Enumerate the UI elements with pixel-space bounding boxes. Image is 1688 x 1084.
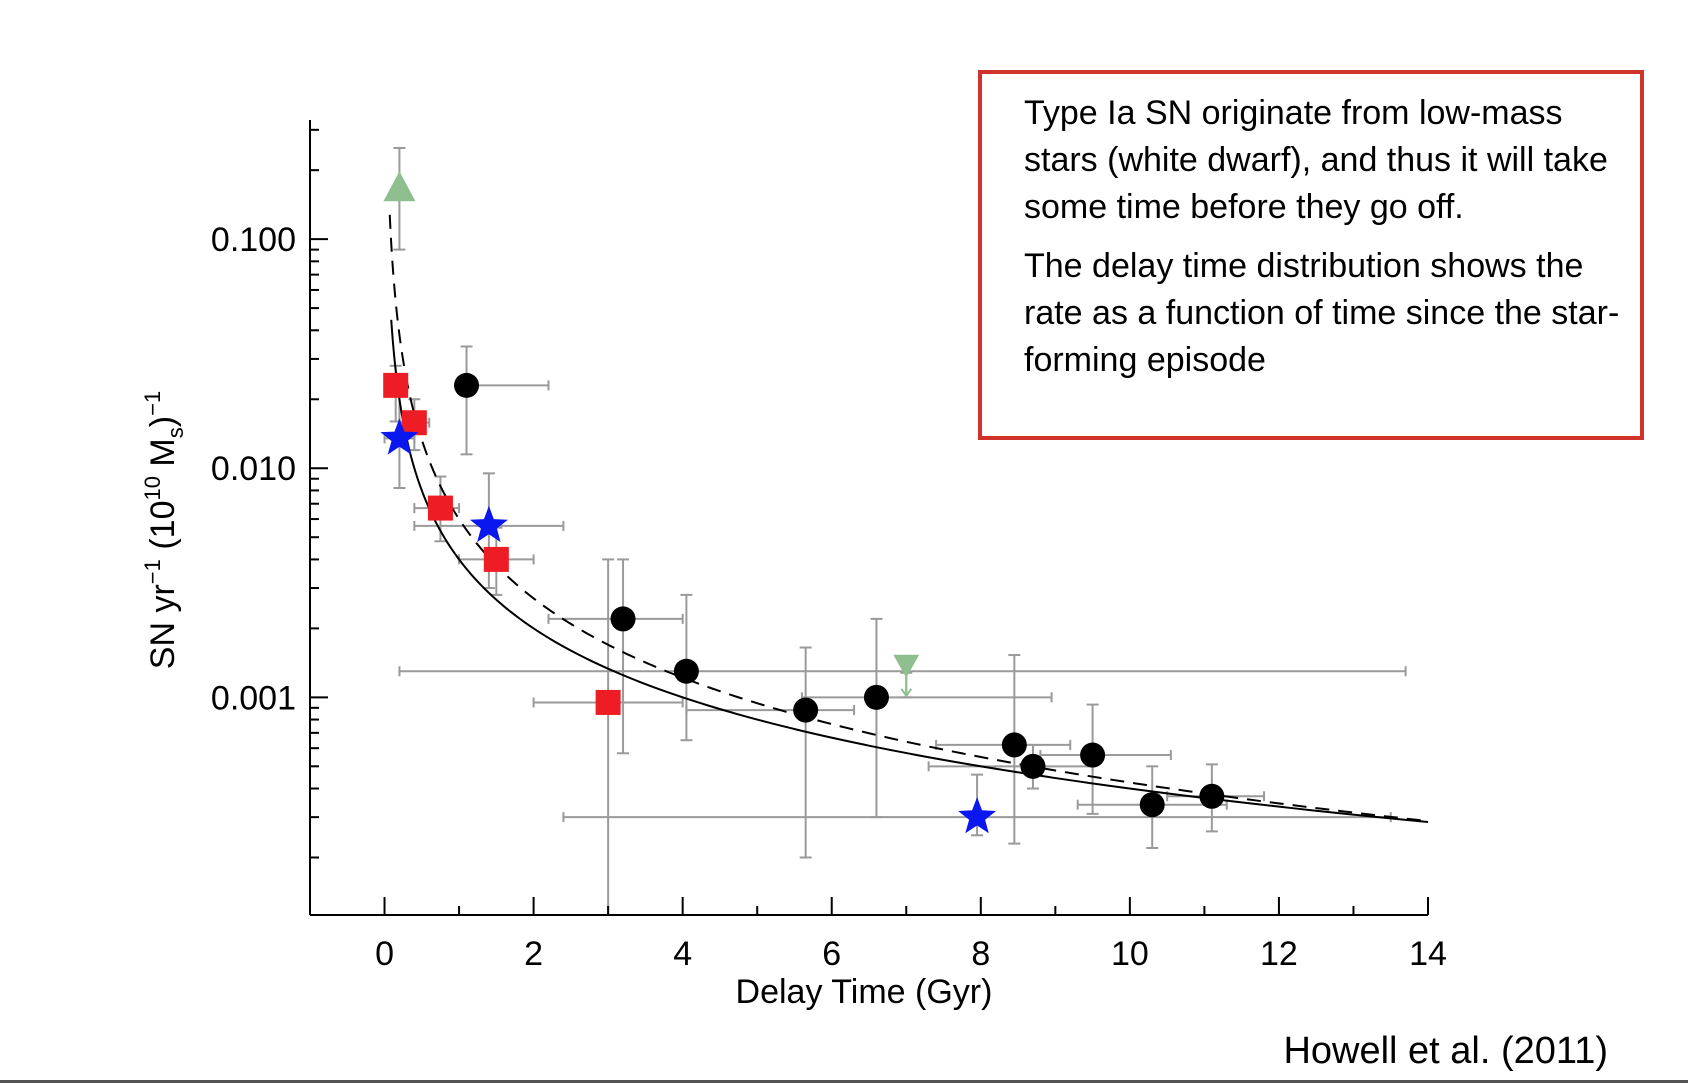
annotation-paragraph-1: Type Ia SN originate from low-mass stars… xyxy=(1024,94,1608,226)
x-tick-label: 10 xyxy=(1111,935,1149,973)
y-axis-title: SN yr−1 (1010 Ms)−1 xyxy=(140,391,188,669)
data-point-star xyxy=(380,418,419,455)
y-tick-label: 0.001 xyxy=(211,679,296,717)
data-point-square xyxy=(483,546,509,572)
x-tick-label: 0 xyxy=(375,935,394,973)
plot-frame xyxy=(309,120,1428,916)
model-curve-dashed xyxy=(388,214,1429,823)
annotation-box: Type Ia SN originate from low-mass stars… xyxy=(978,70,1644,440)
data-point-circle xyxy=(1001,732,1027,758)
x-tick-label: 12 xyxy=(1260,935,1298,973)
data-markers xyxy=(380,171,1225,834)
data-point-circle xyxy=(863,684,889,710)
data-point-square xyxy=(427,495,453,521)
data-point-circle xyxy=(610,606,636,632)
data-point-circle xyxy=(793,697,819,723)
data-point-circle xyxy=(1080,742,1106,768)
data-point-circle xyxy=(454,372,480,398)
x-tick-label: 4 xyxy=(673,935,692,973)
annotation-paragraph-2: The delay time distribution shows the ra… xyxy=(1024,247,1620,379)
data-point-circle xyxy=(1139,792,1165,818)
x-axis-title: Delay Time (Gyr) xyxy=(736,973,993,1011)
model-curve-solid xyxy=(390,319,1429,823)
model-curves xyxy=(388,214,1429,823)
axis-ticks: 0 2 4 6 8 10 12 14 0.001 0.010 0.100 xyxy=(211,128,1447,973)
x-tick-label: 2 xyxy=(524,935,543,973)
y-tick-label: 0.100 xyxy=(211,221,296,259)
citation: Howell et al. (2011) xyxy=(1283,1030,1608,1072)
data-point-circle xyxy=(1020,753,1046,779)
data-point-square xyxy=(595,689,621,715)
x-tick-label: 6 xyxy=(822,935,841,973)
data-point-circle xyxy=(1199,783,1225,809)
data-point-square xyxy=(401,410,427,436)
x-tick-label: 8 xyxy=(971,935,990,973)
data-point-triangle-up xyxy=(383,171,416,202)
x-tick-label: 14 xyxy=(1409,935,1447,973)
data-point-star xyxy=(958,797,997,834)
bottom-divider xyxy=(0,1080,1688,1083)
data-point-triangle-down xyxy=(893,654,920,678)
data-point-square xyxy=(383,372,409,398)
upper-limit-arrowhead xyxy=(900,688,913,698)
data-point-star xyxy=(469,505,508,543)
data-point-circle xyxy=(673,658,699,684)
y-tick-label: 0.010 xyxy=(211,450,296,488)
